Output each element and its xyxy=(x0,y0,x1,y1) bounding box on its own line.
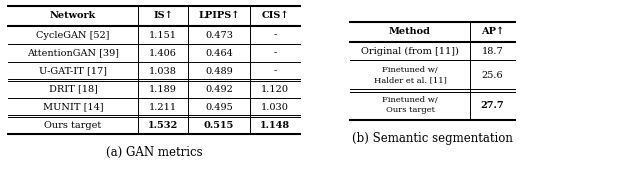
Text: 1.189: 1.189 xyxy=(149,85,177,93)
Text: 25.6: 25.6 xyxy=(482,70,503,80)
Text: Finetuned w/
Halder et al. [11]: Finetuned w/ Halder et al. [11] xyxy=(374,66,447,84)
Text: (a) GAN metrics: (a) GAN metrics xyxy=(106,146,202,159)
Text: 27.7: 27.7 xyxy=(481,100,504,110)
Text: 1.120: 1.120 xyxy=(261,85,289,93)
Text: LPIPS↑: LPIPS↑ xyxy=(198,11,240,21)
Text: (b) Semantic segmentation: (b) Semantic segmentation xyxy=(352,132,513,145)
Text: 1.532: 1.532 xyxy=(148,120,178,130)
Text: CycleGAN [52]: CycleGAN [52] xyxy=(36,31,109,40)
Text: 0.473: 0.473 xyxy=(205,31,233,40)
Text: 0.489: 0.489 xyxy=(205,66,233,75)
Text: IS↑: IS↑ xyxy=(153,11,173,21)
Text: 0.515: 0.515 xyxy=(204,120,234,130)
Text: DRIT [18]: DRIT [18] xyxy=(49,85,97,93)
Text: Ours target: Ours target xyxy=(44,120,102,130)
Text: U-GAT-IT [17]: U-GAT-IT [17] xyxy=(39,66,107,75)
Text: 1.038: 1.038 xyxy=(149,66,177,75)
Text: Original (from [11]): Original (from [11]) xyxy=(361,46,459,56)
Text: 1.148: 1.148 xyxy=(260,120,290,130)
Text: 0.464: 0.464 xyxy=(205,48,233,58)
Text: -: - xyxy=(273,66,276,75)
Text: 1.211: 1.211 xyxy=(149,102,177,112)
Text: 1.030: 1.030 xyxy=(261,102,289,112)
Text: 1.151: 1.151 xyxy=(149,31,177,40)
Text: -: - xyxy=(273,48,276,58)
Text: 18.7: 18.7 xyxy=(482,46,504,56)
Text: 0.495: 0.495 xyxy=(205,102,233,112)
Text: AP↑: AP↑ xyxy=(481,28,504,36)
Text: MUNIT [14]: MUNIT [14] xyxy=(43,102,103,112)
Text: Finetuned w/
Ours target: Finetuned w/ Ours target xyxy=(382,96,438,114)
Text: Method: Method xyxy=(389,28,431,36)
Text: 0.492: 0.492 xyxy=(205,85,233,93)
Text: Network: Network xyxy=(50,11,96,21)
Text: -: - xyxy=(273,31,276,40)
Text: CIS↑: CIS↑ xyxy=(261,11,289,21)
Text: 1.406: 1.406 xyxy=(149,48,177,58)
Text: AttentionGAN [39]: AttentionGAN [39] xyxy=(27,48,119,58)
